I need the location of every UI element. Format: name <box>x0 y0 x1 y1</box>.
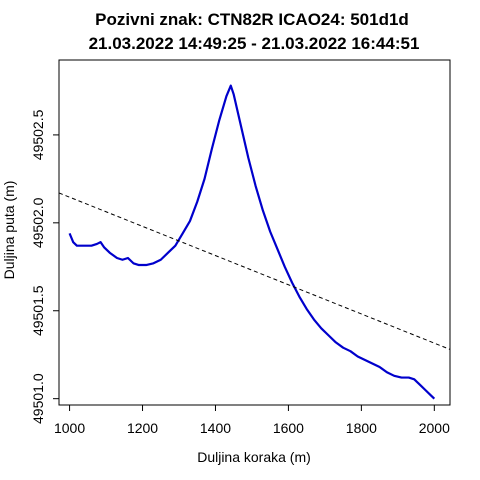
trend-line <box>59 192 450 350</box>
plot-area: 1000 1200 1400 1600 1800 2000 49501.0 49501.5 49… <box>30 59 451 436</box>
x-tick-label: 1000 <box>54 420 85 436</box>
y-tick-label: 49501.5 <box>30 285 46 336</box>
chart-title-line2: 21.03.2022 14:49:25 - 21.03.2022 16:44:5… <box>89 34 420 53</box>
x-axis-label: Duljina koraka (m) <box>197 449 311 465</box>
plot-frame <box>58 59 451 406</box>
x-tick-label: 1600 <box>273 420 304 436</box>
x-tick-label: 2000 <box>419 420 450 436</box>
series-line <box>68 84 436 400</box>
y-axis-label: Duljina puta (m) <box>1 181 17 280</box>
y-tick-label: 49502.0 <box>30 197 46 248</box>
x-tick-label: 1800 <box>346 420 377 436</box>
chart-title-line1: Pozivni znak: CTN82R ICAO24: 501d1d <box>95 10 409 29</box>
x-tick-label: 1200 <box>127 420 158 436</box>
y-tick-label: 49502.5 <box>30 109 46 160</box>
y-tick-label: 49501.0 <box>30 373 46 424</box>
x-tick-label: 1400 <box>200 420 231 436</box>
